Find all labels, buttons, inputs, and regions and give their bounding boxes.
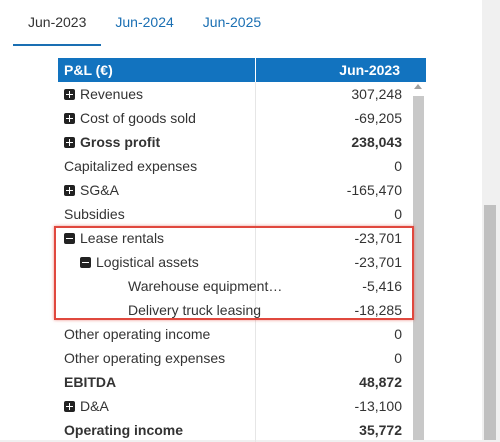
row-value: 0 [394, 158, 402, 174]
expand-icon[interactable] [64, 184, 75, 196]
column-divider [255, 82, 256, 442]
table-row: Capitalized expenses 0 [58, 154, 426, 178]
collapse-icon[interactable] [80, 256, 91, 268]
row-label: Gross profit [64, 130, 160, 154]
row-label: Operating income [64, 418, 183, 442]
scroll-thumb[interactable] [413, 96, 424, 440]
row-value: -165,470 [346, 182, 402, 198]
row-value: -13,100 [354, 398, 402, 414]
expand-icon[interactable] [64, 88, 75, 100]
table-row[interactable]: Lease rentals -23,701 [58, 226, 426, 250]
row-label: Lease rentals [64, 226, 164, 250]
row-label-text: Lease rentals [80, 230, 165, 246]
row-label-text: Subsidies [64, 206, 125, 222]
row-label-text: Cost of goods sold [80, 110, 196, 126]
row-value: -23,701 [354, 254, 402, 270]
row-label: Capitalized expenses [64, 154, 197, 178]
row-label: SG&A [64, 178, 119, 202]
row-label: Delivery truck leasing [128, 298, 261, 322]
row-value: 35,772 [359, 422, 402, 438]
table-row: Warehouse equipment… -5,416 [58, 274, 426, 298]
row-value: 48,872 [359, 374, 402, 390]
row-label: Subsidies [64, 202, 125, 226]
expand-icon[interactable] [64, 112, 75, 124]
row-value: 0 [394, 326, 402, 342]
row-label: EBITDA [64, 370, 116, 394]
row-value: 0 [394, 206, 402, 222]
row-label: Cost of goods sold [64, 106, 196, 130]
table-row: Delivery truck leasing -18,285 [58, 298, 426, 322]
scroll-up-arrow-icon[interactable] [414, 84, 422, 89]
table-row: Operating income 35,772 [58, 418, 426, 442]
row-value: -69,205 [354, 110, 402, 126]
tab-jun-2025[interactable]: Jun-2025 [202, 14, 262, 30]
row-label-text: Gross profit [80, 134, 161, 150]
table-row[interactable]: D&A -13,100 [58, 394, 426, 418]
row-value: -23,701 [354, 230, 402, 246]
row-label-text: Other operating expenses [64, 350, 226, 366]
table-body: Revenues 307,248 Cost of goods sold -69,205… [58, 82, 426, 442]
row-value: 238,043 [351, 134, 402, 150]
table-row: Subsidies 0 [58, 202, 426, 226]
table-row: Other operating income 0 [58, 322, 426, 346]
page-scrollbar-thumb[interactable] [484, 205, 496, 440]
row-label: Other operating income [64, 322, 210, 346]
row-label-text: D&A [80, 398, 109, 414]
expand-icon[interactable] [64, 400, 75, 412]
expand-icon[interactable] [64, 136, 75, 148]
row-label: Warehouse equipment… [128, 274, 282, 298]
pnl-table: P&L (€) Jun-2023 Revenues 307,248 Cost of … [58, 58, 426, 442]
row-value: -18,285 [354, 302, 402, 318]
row-label-text: Delivery truck leasing [128, 302, 262, 318]
table-header: P&L (€) Jun-2023 [58, 58, 426, 82]
tab-jun-2024[interactable]: Jun-2024 [115, 14, 174, 30]
header-period: Jun-2023 [339, 62, 400, 78]
table-scrollbar[interactable] [410, 82, 426, 440]
tab-jun-2023[interactable]: Jun-2023 [13, 0, 102, 46]
row-label-text: SG&A [80, 182, 119, 198]
table-row[interactable]: Logistical assets -23,701 [58, 250, 426, 274]
row-label-text: Warehouse equipment… [128, 278, 283, 294]
header-label: P&L (€) [64, 62, 113, 78]
row-label-text: EBITDA [64, 374, 117, 390]
table-row[interactable]: Gross profit 238,043 [58, 130, 426, 154]
row-value: 0 [394, 350, 402, 366]
table-row[interactable]: Cost of goods sold -69,205 [58, 106, 426, 130]
row-value: 307,248 [351, 86, 402, 102]
table-row[interactable]: SG&A -165,470 [58, 178, 426, 202]
row-value: -5,416 [362, 278, 402, 294]
table-row: EBITDA 48,872 [58, 370, 426, 394]
year-tabs: Jun-2023 Jun-2024 Jun-2025 [13, 0, 290, 46]
row-label: Other operating expenses [64, 346, 225, 370]
row-label-text: Operating income [64, 422, 184, 438]
collapse-icon[interactable] [64, 232, 75, 244]
row-label-text: Revenues [80, 86, 144, 102]
table-row: Other operating expenses 0 [58, 346, 426, 370]
row-label-text: Other operating income [64, 326, 211, 342]
row-label: Revenues [64, 82, 143, 106]
table-row[interactable]: Revenues 307,248 [58, 82, 426, 106]
row-label-text: Capitalized expenses [64, 158, 198, 174]
row-label: Logistical assets [80, 250, 199, 274]
header-divider [255, 58, 256, 82]
pnl-panel: Jun-2023 Jun-2024 Jun-2025 P&L (€) Jun-2… [0, 0, 482, 442]
row-label: D&A [64, 394, 109, 418]
row-label-text: Logistical assets [96, 254, 199, 270]
